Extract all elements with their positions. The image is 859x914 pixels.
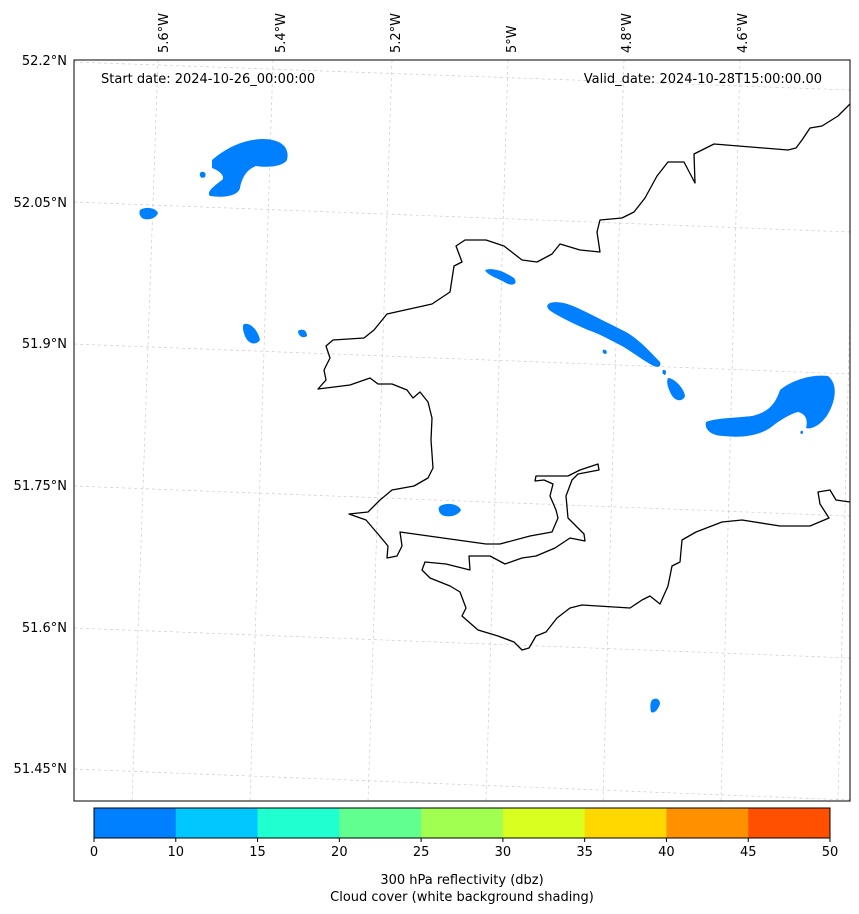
colorbar-tick-label: 45 [740,845,757,860]
lat-label: 51.6°N [22,621,67,636]
lon-label: 5.2°W [389,13,404,53]
colorbar: 0 10 15 20 25 30 35 40 45 50 300 hPa reflectivity… [90,807,838,905]
colorbar-tick-label: 35 [576,845,593,860]
lat-label: 51.9°N [22,337,67,352]
latitude-labels: 52.2°N 52.05°N 51.9°N 51.75°N 51.6°N 51.… [14,54,67,777]
lat-label: 51.75°N [14,479,67,494]
reflectivity-cell [705,375,835,437]
colorbar-tick-label: 20 [331,845,348,860]
colorbar-swatches [94,808,831,838]
colorbar-tick-label: 40 [658,845,675,860]
colorbar-tick-label: 50 [822,845,839,860]
lon-label: 4.8°W [620,13,635,53]
colorbar-frame [93,807,831,839]
lat-label: 52.2°N [22,54,67,69]
colorbar-swatch [748,808,831,838]
colorbar-ticks: 0 10 15 20 25 30 35 40 45 50 [90,838,838,860]
colorbar-swatch [175,808,259,838]
reflectivity-cell [242,323,260,344]
valid-date-label: Valid_date: 2024-10-28T15:00:00.00 [584,72,822,87]
lon-label: 4.6°W [736,13,751,53]
reflectivity-cell [800,430,804,434]
colorbar-swatch [584,808,667,838]
colorbar-swatch [666,808,749,838]
colorbar-swatch [421,808,504,838]
reflectivity-cell [662,369,667,375]
lat-label: 51.45°N [14,762,67,777]
reflectivity-cell [199,171,206,178]
reflectivity-layer [139,139,835,713]
coastline-north [317,103,850,651]
map-frame [73,59,851,802]
colorbar-tick-label: 10 [168,845,185,860]
colorbar-swatch [339,808,422,838]
colorbar-tick-label: 30 [495,845,512,860]
colorbar-swatch [94,808,177,838]
coastline [317,103,850,651]
lat-label: 52.05°N [14,196,67,211]
colorbar-tick-label: 0 [90,845,98,860]
colorbar-tick-label: 25 [413,845,430,860]
reflectivity-cell [139,207,158,220]
colorbar-tick-label: 15 [249,845,266,860]
start-date-label: Start date: 2024-10-26_00:00:00 [101,72,315,87]
reflectivity-cell [650,698,660,713]
reflectivity-cell [485,269,516,285]
colorbar-swatch [502,808,586,838]
lon-label: 5°W [505,25,520,53]
longitude-labels: 5.6°W 5.4°W 5.2°W 5°W 4.8°W 4.6°W [157,13,751,53]
colorbar-subtitle: Cloud cover (white background shading) [330,890,594,905]
reflectivity-cell [298,329,307,338]
reflectivity-cell [208,139,288,197]
reflectivity-cell [438,503,461,517]
reflectivity-cell [602,349,607,354]
colorbar-title: 300 hPa reflectivity (dbz) [380,873,543,888]
reflectivity-cell [667,378,685,401]
lon-label: 5.6°W [157,13,172,53]
reflectivity-cell [547,302,661,367]
colorbar-swatch [257,808,340,838]
lon-label: 5.4°W [274,13,289,53]
